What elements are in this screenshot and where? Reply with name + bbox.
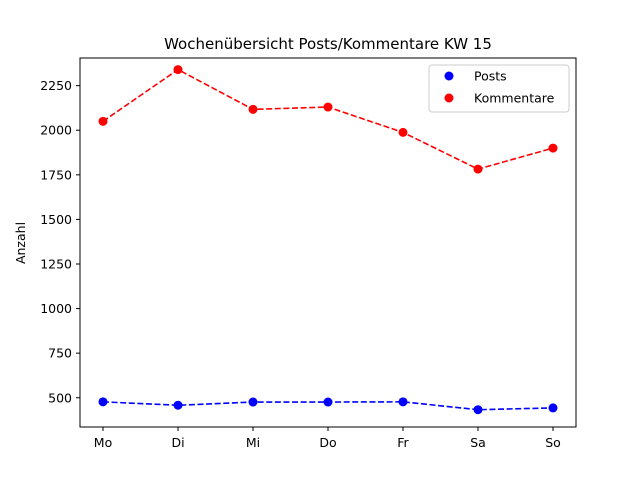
- legend-label: Kommentare: [474, 91, 555, 106]
- plot-frame: [79, 57, 577, 428]
- data-point-posts: [548, 403, 558, 413]
- data-point-posts: [98, 397, 108, 407]
- data-point-kommentare: [548, 143, 558, 153]
- legend-box: [428, 64, 570, 113]
- data-point-posts: [398, 397, 408, 407]
- y-tick-label: 1500: [40, 212, 72, 227]
- legend-marker-posts: [444, 71, 454, 81]
- data-point-kommentare: [473, 164, 483, 174]
- y-tick-label: 500: [48, 390, 72, 405]
- y-tick-label: 1250: [40, 256, 72, 271]
- data-point-kommentare: [98, 116, 108, 126]
- y-tick-label: 750: [48, 346, 72, 361]
- data-point-posts: [173, 400, 183, 410]
- y-axis-label: Anzahl: [13, 222, 28, 264]
- data-point-kommentare: [248, 104, 258, 114]
- x-tick-label: Mo: [94, 435, 112, 450]
- data-point-kommentare: [173, 65, 183, 75]
- data-point-kommentare: [323, 102, 333, 112]
- x-tick-label: Do: [319, 435, 336, 450]
- data-point-posts: [473, 405, 483, 415]
- x-tick-label: Fr: [397, 435, 409, 450]
- y-tick-label: 1750: [40, 167, 72, 182]
- chart-title: Wochenübersicht Posts/Kommentare KW 15: [164, 35, 492, 53]
- data-point-posts: [323, 397, 333, 407]
- y-tick-label: 1000: [40, 301, 72, 316]
- legend-marker-kommentare: [444, 93, 454, 103]
- x-tick-label: So: [545, 435, 561, 450]
- x-tick-label: Sa: [470, 435, 486, 450]
- legend-label: Posts: [474, 69, 507, 84]
- plot-area: Mo Di Mi Do Fr Sa So 500 750 1000 1250 1500 1750 2000…: [40, 65, 561, 450]
- x-tick-label: Mi: [246, 435, 260, 450]
- data-point-kommentare: [398, 127, 408, 137]
- y-tick-label: 2250: [40, 78, 72, 93]
- y-tick-label: 2000: [40, 123, 72, 138]
- legend: Posts Kommentare: [428, 64, 570, 113]
- x-tick-label: Di: [171, 435, 184, 450]
- data-point-posts: [248, 397, 258, 407]
